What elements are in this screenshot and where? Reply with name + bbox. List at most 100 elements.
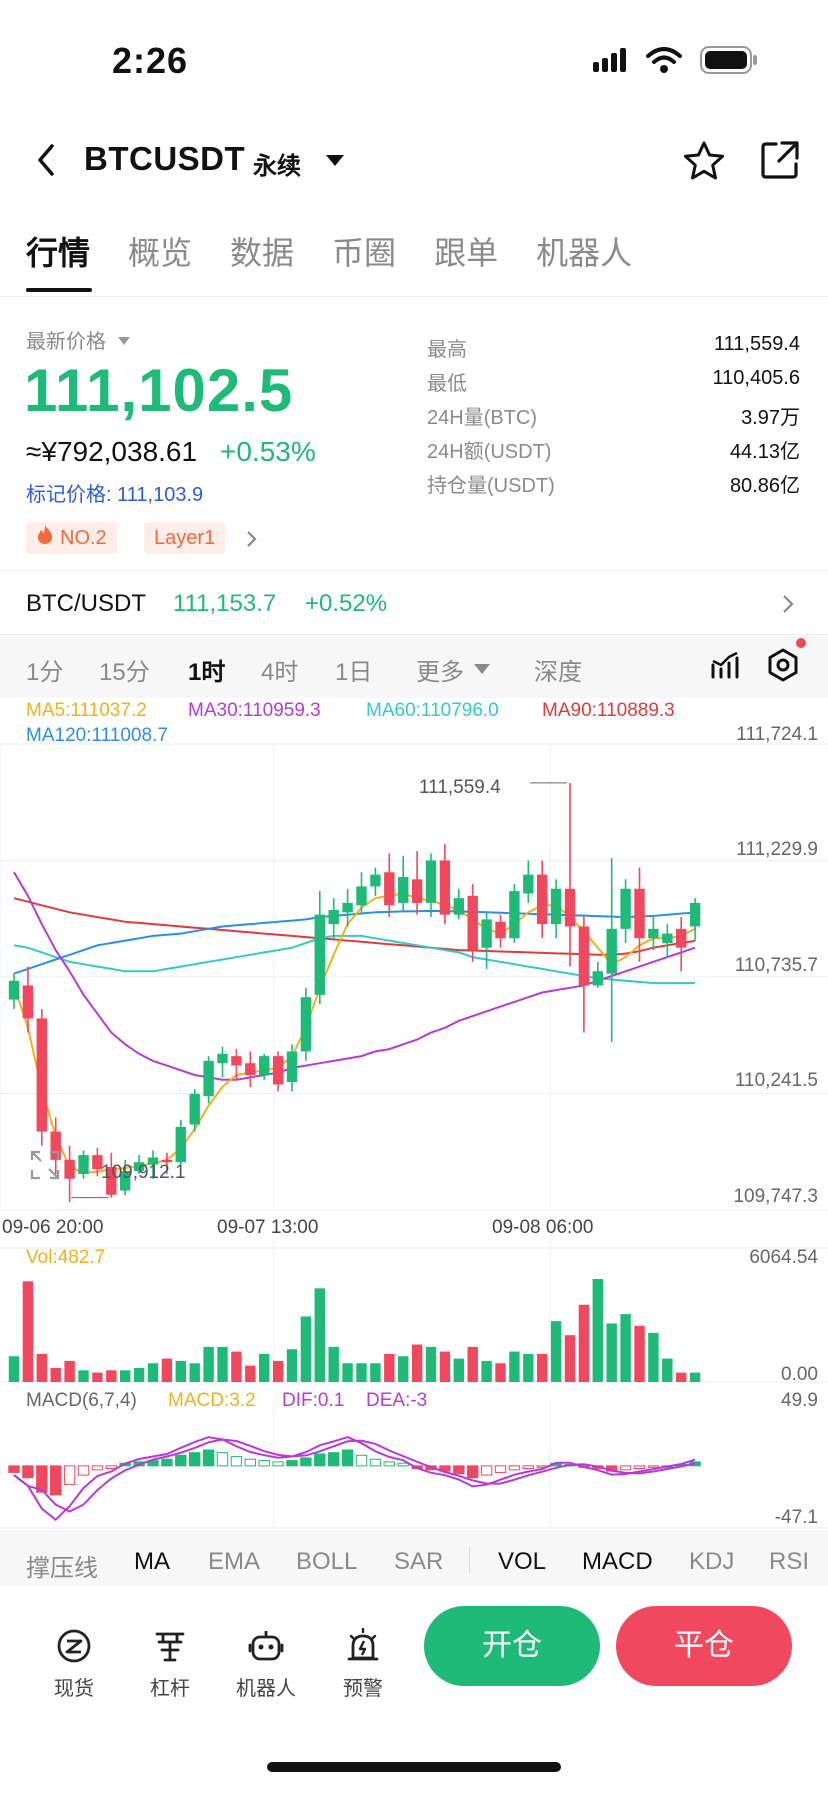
candle-body xyxy=(662,933,673,943)
volume-bar xyxy=(662,1358,673,1382)
volume-bar xyxy=(133,1367,145,1382)
macd-bar xyxy=(522,1465,534,1469)
vol24-label: 24H量(BTC) xyxy=(427,407,538,429)
ind-macd[interactable]: MACD xyxy=(582,1548,653,1575)
tf-1d[interactable]: 1日 xyxy=(335,659,373,686)
ind-rsi[interactable]: RSI xyxy=(769,1548,810,1575)
rank-tag[interactable]: NO.2 xyxy=(26,522,117,554)
tab-market[interactable]: 行情 xyxy=(26,228,93,292)
turnover24-value: 44.13亿 xyxy=(729,441,800,463)
bottom-spot[interactable]: 现货 xyxy=(34,1628,114,1701)
chevron-right-icon[interactable] xyxy=(246,530,258,553)
page-title[interactable]: BTCUSDT xyxy=(84,140,246,177)
bottom-leverage-label: 杠杆 xyxy=(150,1678,190,1700)
high-value: 111,559.4 xyxy=(713,333,800,355)
ind-sar[interactable]: SAR xyxy=(394,1548,444,1575)
open-position-button[interactable]: 开仓 xyxy=(424,1606,600,1686)
volume-bar xyxy=(286,1349,298,1382)
kline-chart[interactable] xyxy=(0,740,828,1530)
candle-body xyxy=(8,980,20,1000)
bottom-spot-label: 现货 xyxy=(54,1678,94,1700)
settings-icon[interactable] xyxy=(766,638,806,687)
macd-bar xyxy=(63,1465,76,1485)
tf-1m[interactable]: 1分 xyxy=(26,659,64,686)
high-label: 最高 xyxy=(427,339,467,361)
chevron-right-icon[interactable] xyxy=(782,594,794,619)
tf-4h[interactable]: 4时 xyxy=(261,659,299,686)
candle-body xyxy=(189,1093,200,1125)
tab-robot[interactable]: 机器人 xyxy=(536,235,633,271)
tab-community[interactable]: 币圈 xyxy=(332,235,397,271)
volume-bar xyxy=(620,1314,631,1382)
contract-type[interactable]: 永续 xyxy=(253,153,301,180)
macd-value: MACD:3.2 xyxy=(168,1390,256,1411)
caret-down-icon[interactable] xyxy=(118,333,130,351)
ind-vol[interactable]: VOL xyxy=(498,1548,547,1575)
star-icon[interactable] xyxy=(682,140,726,187)
tab-overview[interactable]: 概览 xyxy=(128,235,193,271)
share-icon[interactable] xyxy=(760,140,800,185)
volume-bar xyxy=(495,1363,506,1382)
volume-bar xyxy=(634,1325,645,1382)
spot-icon xyxy=(56,1628,92,1664)
tf-1h[interactable]: 1时 xyxy=(188,659,226,686)
ind-boll[interactable]: BOLL xyxy=(296,1548,358,1575)
category-tag[interactable]: Layer1 xyxy=(144,522,226,554)
ind-kdj[interactable]: KDJ xyxy=(689,1548,735,1575)
timeframe-bar xyxy=(0,636,828,698)
ma120-label: MA120:111008.7 xyxy=(26,725,168,746)
volume-bar xyxy=(606,1323,617,1382)
candle-body xyxy=(259,1056,270,1075)
low-marker-label: 109,912.1 xyxy=(101,1162,186,1183)
open-interest-value: 80.86亿 xyxy=(729,475,800,497)
candle-body xyxy=(203,1060,214,1097)
x-tick: 09-08 06:00 xyxy=(492,1217,594,1238)
ind-ema[interactable]: EMA xyxy=(208,1548,261,1575)
price-change: +0.53% xyxy=(220,436,316,467)
candle-body xyxy=(22,985,34,1019)
tab-copy-trading[interactable]: 跟单 xyxy=(434,235,499,271)
macd-bar xyxy=(105,1465,117,1469)
volume-bar xyxy=(537,1353,548,1382)
volume-bar xyxy=(245,1365,256,1382)
bottom-alert[interactable]: 预警 xyxy=(323,1627,403,1701)
candle-body xyxy=(342,902,353,913)
macd-bar xyxy=(216,1452,229,1467)
macd-bar xyxy=(647,1465,660,1468)
tf-depth[interactable]: 深度 xyxy=(534,659,582,686)
volume-bar xyxy=(147,1363,159,1382)
bottom-leverage[interactable]: 杠杆 xyxy=(130,1628,210,1701)
ind-ma[interactable]: MA xyxy=(134,1548,170,1575)
last-price-label[interactable]: 最新价格 xyxy=(26,331,106,353)
volume-bar xyxy=(592,1278,603,1382)
candle-body xyxy=(495,921,506,939)
close-position-button[interactable]: 平仓 xyxy=(616,1606,792,1686)
volume-bar xyxy=(231,1351,242,1382)
caret-down-icon[interactable] xyxy=(474,662,490,680)
candle-body xyxy=(161,1159,173,1163)
spot-pair[interactable]: BTC/USDT xyxy=(26,590,146,617)
volume-bar xyxy=(342,1363,353,1382)
chevron-down-icon[interactable] xyxy=(326,154,344,172)
macd-bar xyxy=(300,1457,312,1467)
back-icon[interactable] xyxy=(34,142,58,183)
candle-body xyxy=(133,1162,145,1172)
candle-body xyxy=(398,876,409,903)
volume-bar xyxy=(578,1304,590,1382)
candle-body xyxy=(356,886,367,906)
expand-icon[interactable] xyxy=(30,1150,60,1185)
macd-bar xyxy=(480,1465,493,1476)
candle-body xyxy=(36,1018,47,1132)
indicator-icon[interactable] xyxy=(710,650,742,685)
volume-bar xyxy=(509,1351,520,1382)
tf-15m[interactable]: 15分 xyxy=(99,659,150,686)
volume-bar xyxy=(106,1370,117,1382)
bottom-robot[interactable]: 机器人 xyxy=(226,1628,306,1701)
candle-body xyxy=(92,1155,103,1170)
tf-more[interactable]: 更多 xyxy=(416,659,464,686)
volume-bar xyxy=(425,1346,437,1382)
ind-support-resistance[interactable]: 撑压线 xyxy=(26,1555,98,1582)
volume-bar xyxy=(22,1281,34,1382)
vol-zero: 0.00 xyxy=(781,1364,818,1385)
tab-data[interactable]: 数据 xyxy=(230,235,295,271)
